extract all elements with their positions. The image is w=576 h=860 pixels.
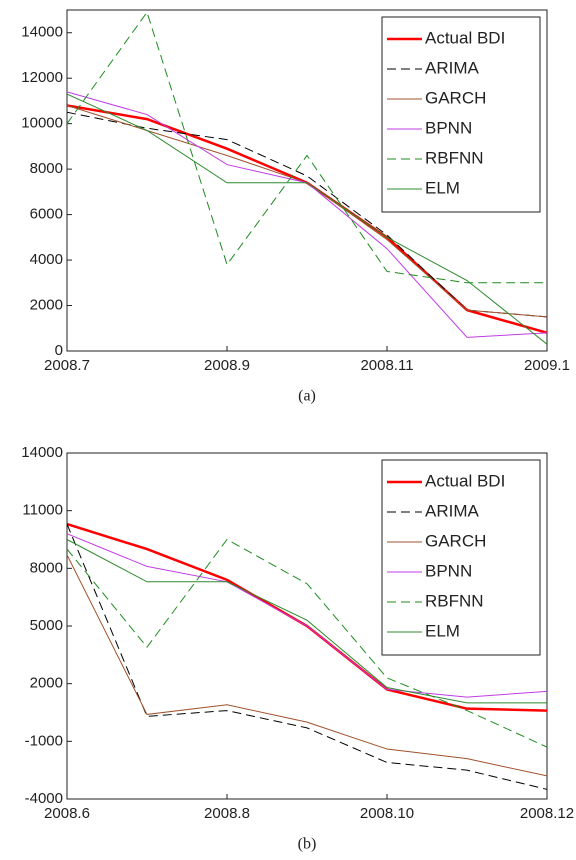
- series-line: [67, 523, 547, 790]
- y-tick-label: 12000: [21, 69, 63, 86]
- series-line: [67, 533, 547, 698]
- caption: (a): [298, 388, 316, 405]
- x-tick-label: 2008.11: [360, 357, 413, 374]
- plot-frame: [66, 9, 548, 352]
- x-tick-label: 2008.9: [204, 357, 250, 374]
- x-tick-label: 2008.10: [360, 805, 414, 822]
- y-tick-label: 8000: [30, 559, 63, 576]
- series-line: [67, 539, 547, 704]
- y-tick-label: 14000: [21, 24, 63, 41]
- series-line: [67, 11, 547, 284]
- legend-label: RBFNN: [425, 148, 484, 167]
- legend-label: ARIMA: [425, 501, 480, 520]
- y-tick-label: 4000: [30, 251, 63, 268]
- legend-label: RBFNN: [425, 591, 484, 610]
- x-tick-label: 2008.7: [44, 357, 90, 374]
- y-tick-label: 0: [55, 342, 63, 359]
- caption: (b): [298, 836, 317, 853]
- legend-box: [381, 16, 541, 213]
- legend-label: BPNN: [425, 118, 472, 137]
- series-line: [67, 93, 547, 345]
- x-tick-label: 2008.12: [520, 805, 574, 822]
- x-tick-label: 2008.8: [204, 805, 250, 822]
- legend-label: Actual BDI: [425, 28, 505, 47]
- y-tick-label: 2000: [30, 675, 63, 692]
- y-tick-label: 10000: [21, 115, 63, 132]
- y-tick-label: 11000: [22, 502, 63, 519]
- legend-label: ELM: [425, 621, 460, 640]
- y-tick-label: 5000: [30, 617, 63, 634]
- legend-label: ARIMA: [425, 58, 480, 77]
- x-tick-label: 2008.6: [44, 805, 90, 822]
- legend-label: Actual BDI: [425, 471, 505, 490]
- y-tick-label: 6000: [30, 206, 63, 223]
- series-line: [67, 538, 547, 748]
- y-tick-label: 2000: [30, 297, 63, 314]
- y-tick-label: -1000: [25, 732, 63, 749]
- x-tick-label: 2009.1: [524, 357, 570, 374]
- legend-label: GARCH: [425, 88, 486, 107]
- y-tick-label: 14000: [21, 444, 63, 461]
- y-tick-label: -4000: [25, 790, 63, 807]
- legend-label: GARCH: [425, 531, 486, 550]
- series-line: [67, 554, 547, 777]
- legend-label: ELM: [425, 178, 460, 197]
- y-tick-label: 8000: [30, 160, 63, 177]
- legend-label: BPNN: [425, 561, 472, 580]
- legend-box: [381, 459, 541, 656]
